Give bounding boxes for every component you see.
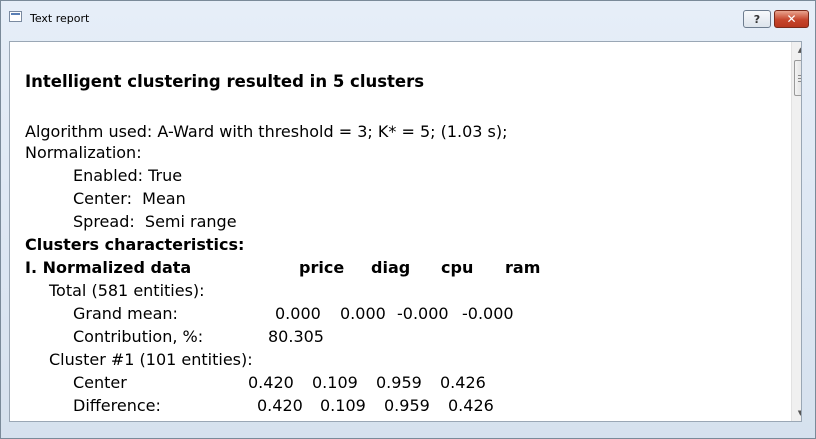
report-content: Intelligent clustering resulted in 5 clu… bbox=[25, 42, 775, 421]
help-button[interactable]: ? bbox=[743, 10, 771, 28]
vertical-scrollbar[interactable]: ▲ ▼ bbox=[791, 42, 801, 421]
difference-diag: 0.109 bbox=[320, 396, 366, 415]
center-diag: 0.109 bbox=[312, 373, 358, 392]
cluster-1-label: Cluster #1 (101 entities): bbox=[49, 350, 253, 369]
column-header-diag: diag bbox=[371, 258, 411, 277]
center-ram: 0.426 bbox=[440, 373, 486, 392]
contribution-value: 80.305 bbox=[268, 327, 324, 346]
normalization-spread: Spread: Semi range bbox=[73, 212, 237, 231]
thumb-grip-line bbox=[798, 75, 801, 76]
difference-label: Difference: bbox=[73, 396, 161, 415]
total-label: Total (581 entities): bbox=[49, 281, 205, 300]
scrollbar-thumb[interactable] bbox=[794, 60, 801, 96]
difference-cpu: 0.959 bbox=[384, 396, 430, 415]
thumb-grip-line bbox=[798, 81, 801, 82]
contribution-label: Contribution, %: bbox=[73, 327, 204, 346]
thumb-grip-line bbox=[798, 78, 801, 79]
close-button[interactable]: ✕ bbox=[774, 10, 809, 28]
column-header-cpu: cpu bbox=[441, 258, 474, 277]
normalization-enabled: Enabled: True bbox=[73, 166, 183, 185]
scroll-up-arrow-icon[interactable]: ▲ bbox=[792, 42, 801, 58]
report-text-area[interactable]: Intelligent clustering resulted in 5 clu… bbox=[9, 41, 802, 422]
window-title: Text report bbox=[30, 12, 90, 25]
clusters-characteristics-heading: Clusters characteristics: bbox=[25, 235, 245, 254]
grand-mean-cpu: -0.000 bbox=[397, 304, 449, 323]
scroll-down-arrow-icon[interactable]: ▼ bbox=[792, 405, 801, 421]
column-header-ram: ram bbox=[505, 258, 541, 277]
difference-ram: 0.426 bbox=[448, 396, 494, 415]
grand-mean-label: Grand mean: bbox=[73, 304, 178, 323]
algorithm-line: Algorithm used: A-Ward with threshold = … bbox=[25, 122, 508, 141]
grand-mean-price: 0.000 bbox=[275, 304, 321, 323]
normalization-label: Normalization: bbox=[25, 143, 142, 162]
section-title: I. Normalized data bbox=[25, 258, 192, 277]
center-price: 0.420 bbox=[248, 373, 294, 392]
center-label: Center bbox=[73, 373, 127, 392]
window-icon bbox=[9, 11, 22, 22]
report-heading: Intelligent clustering resulted in 5 clu… bbox=[25, 72, 425, 91]
difference-price: 0.420 bbox=[257, 396, 303, 415]
grand-mean-ram: -0.000 bbox=[462, 304, 514, 323]
center-cpu: 0.959 bbox=[376, 373, 422, 392]
title-bar[interactable]: Text report ? ✕ bbox=[1, 1, 815, 31]
normalization-center: Center: Mean bbox=[73, 189, 186, 208]
grand-mean-diag: 0.000 bbox=[340, 304, 386, 323]
column-header-price: price bbox=[299, 258, 345, 277]
